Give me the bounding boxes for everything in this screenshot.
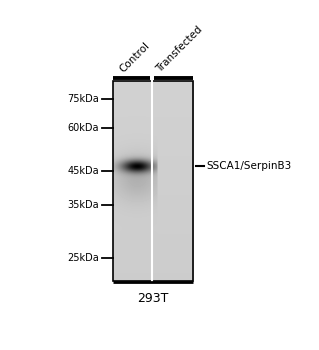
Text: 75kDa: 75kDa: [67, 93, 99, 104]
Text: Transfected: Transfected: [154, 25, 204, 74]
Text: 25kDa: 25kDa: [67, 253, 99, 262]
Text: 293T: 293T: [137, 292, 169, 305]
Bar: [113, 81, 193, 280]
Text: 60kDa: 60kDa: [68, 123, 99, 133]
Text: 35kDa: 35kDa: [68, 200, 99, 210]
Text: Control: Control: [118, 40, 152, 74]
Text: SSCA1/SerpinB3: SSCA1/SerpinB3: [207, 161, 292, 171]
Text: 45kDa: 45kDa: [68, 166, 99, 176]
